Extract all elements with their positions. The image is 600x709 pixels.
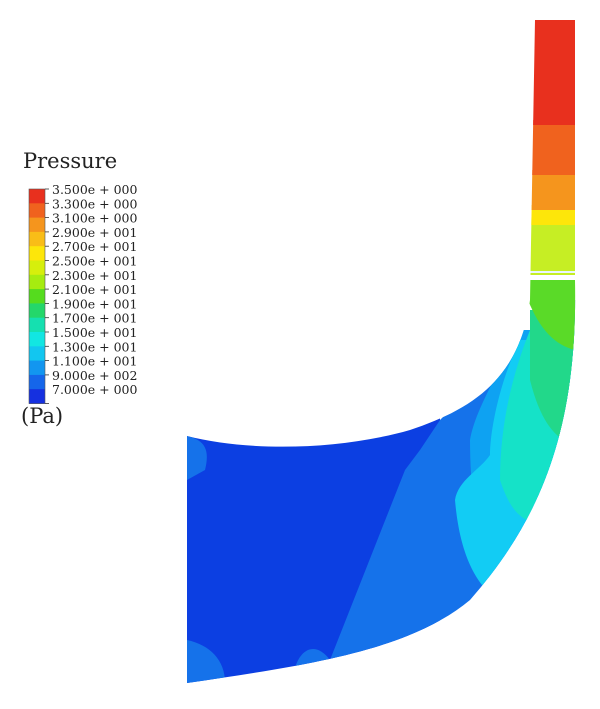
legend-tick-label: 1.500e + 001: [52, 325, 137, 340]
legend-tick-label: 1.900e + 001: [52, 296, 137, 311]
orange-red-region: [520, 120, 576, 175]
legend-tick-label: 2.300e + 001: [52, 268, 137, 283]
mid-blue-corner-patch: [187, 640, 225, 683]
legend-tick-label: 1.100e + 001: [52, 354, 137, 369]
pressure-contour-domain: [187, 20, 576, 683]
legend-swatch: [29, 274, 45, 290]
legend-tick-label: 2.100e + 001: [52, 282, 137, 297]
legend-tick-label: 3.500e + 000: [52, 182, 138, 197]
legend-tick-label: 9.000e + 002: [52, 368, 137, 383]
legend-swatches: [28, 188, 46, 404]
legend-swatch: [29, 203, 45, 218]
mid-blue-corner-patch: [187, 436, 207, 480]
legend-swatch: [29, 360, 45, 376]
legend-title: Pressure: [23, 149, 117, 173]
legend-swatch: [29, 332, 45, 347]
legend-border: [28, 188, 46, 404]
legend-tick-label: 7.000e + 000: [52, 382, 138, 397]
red-region: [520, 20, 576, 125]
legend-swatch: [29, 289, 45, 304]
legend-swatch: [29, 260, 45, 276]
legend-swatch: [29, 317, 45, 333]
legend-tick-label: 3.300e + 000: [52, 196, 138, 211]
legend-tick-label: 3.100e + 000: [52, 211, 138, 226]
legend-swatch: [29, 346, 45, 361]
orange-region: [520, 170, 576, 210]
legend-swatch: [29, 389, 45, 404]
legend-tick-label: 2.900e + 001: [52, 225, 137, 240]
legend-swatch: [29, 246, 45, 261]
legend-swatch: [29, 303, 45, 319]
legend-tick-label: 2.700e + 001: [52, 239, 137, 254]
legend-swatch: [29, 189, 45, 204]
legend-swatch: [29, 231, 45, 247]
legend-tick-label: 1.300e + 001: [52, 339, 137, 354]
legend-swatch: [29, 217, 45, 233]
legend-swatch: [29, 374, 45, 390]
legend-unit: (Pa): [21, 404, 63, 428]
legend-tick-label: 1.700e + 001: [52, 311, 137, 326]
legend-tick-label: 2.500e + 001: [52, 254, 137, 269]
